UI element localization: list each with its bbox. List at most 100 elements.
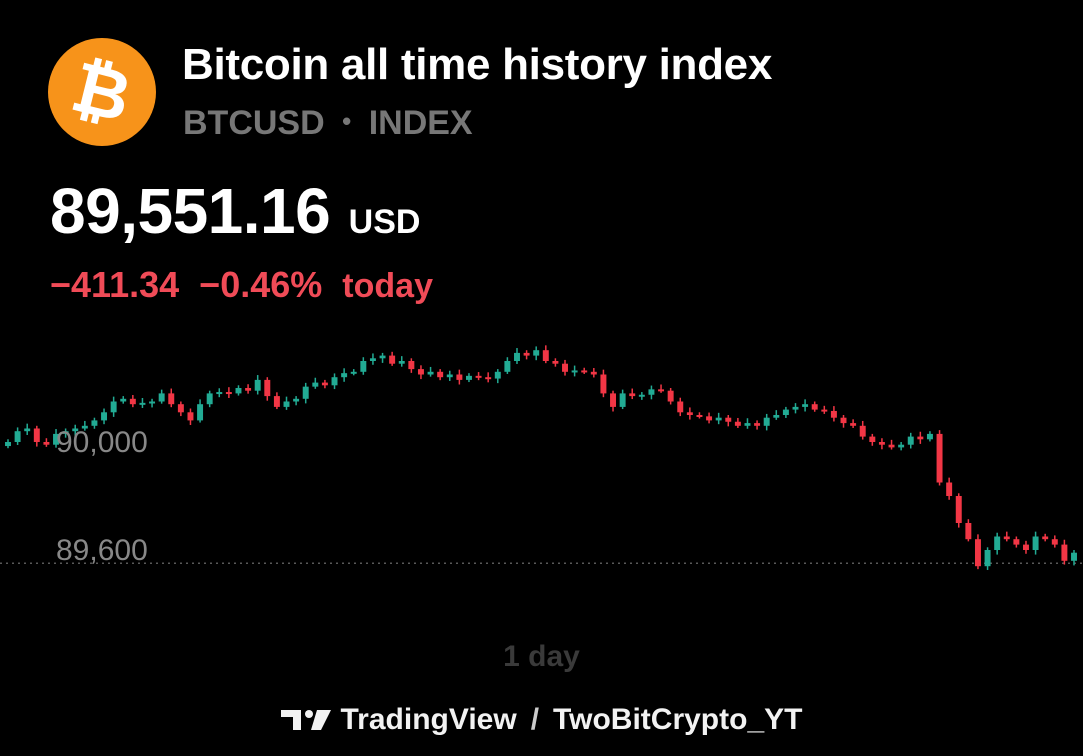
candle[interactable] xyxy=(475,372,482,381)
candle[interactable] xyxy=(302,382,309,404)
candle[interactable] xyxy=(91,417,98,429)
candle[interactable] xyxy=(974,534,981,570)
candle[interactable] xyxy=(369,353,376,365)
candle[interactable] xyxy=(379,352,386,363)
candle[interactable] xyxy=(1023,540,1029,554)
candle[interactable] xyxy=(1042,533,1049,542)
candle[interactable] xyxy=(273,392,280,410)
candle[interactable] xyxy=(101,408,108,425)
candle[interactable] xyxy=(984,547,991,570)
candle[interactable] xyxy=(494,369,501,384)
candle[interactable] xyxy=(888,439,895,450)
candle[interactable] xyxy=(792,403,799,414)
candle[interactable] xyxy=(168,388,175,408)
candle[interactable] xyxy=(830,406,837,422)
candle[interactable] xyxy=(53,429,59,448)
candle[interactable] xyxy=(14,427,21,445)
candle[interactable] xyxy=(43,438,50,447)
candle[interactable] xyxy=(254,375,261,395)
candle[interactable] xyxy=(293,396,300,406)
candle[interactable] xyxy=(562,359,568,376)
candle[interactable] xyxy=(648,385,655,400)
candle[interactable] xyxy=(850,419,857,428)
candle[interactable] xyxy=(773,410,780,420)
candle[interactable] xyxy=(658,384,665,393)
candle[interactable] xyxy=(504,357,511,374)
candle[interactable] xyxy=(677,397,684,417)
candle[interactable] xyxy=(321,379,328,389)
candle[interactable] xyxy=(1051,535,1058,548)
candle[interactable] xyxy=(177,401,184,417)
candle[interactable] xyxy=(936,430,943,486)
candle[interactable] xyxy=(341,368,348,382)
candle[interactable] xyxy=(216,388,223,398)
candle[interactable] xyxy=(81,420,88,431)
candle[interactable] xyxy=(638,392,645,400)
candle[interactable] xyxy=(1003,531,1010,542)
candle[interactable] xyxy=(994,532,1001,555)
candle[interactable] xyxy=(715,412,722,425)
candle[interactable] xyxy=(706,412,713,424)
candle[interactable] xyxy=(437,369,444,381)
candle[interactable] xyxy=(1032,531,1039,555)
candle[interactable] xyxy=(955,493,962,528)
candle[interactable] xyxy=(840,415,847,428)
candle[interactable] xyxy=(245,384,252,394)
candle[interactable] xyxy=(898,442,905,451)
candle[interactable] xyxy=(926,431,933,442)
candle[interactable] xyxy=(33,425,40,447)
candle[interactable] xyxy=(408,358,415,373)
candle[interactable] xyxy=(5,439,11,449)
candle[interactable] xyxy=(72,424,79,436)
candle[interactable] xyxy=(821,405,828,414)
candle[interactable] xyxy=(859,420,866,440)
candle[interactable] xyxy=(456,369,463,385)
candle[interactable] xyxy=(417,365,424,380)
candle[interactable] xyxy=(869,433,876,446)
candle[interactable] xyxy=(110,396,117,417)
candle[interactable] xyxy=(187,408,194,425)
candle[interactable] xyxy=(946,477,953,500)
candle[interactable] xyxy=(696,412,703,419)
candle[interactable] xyxy=(264,377,271,401)
candle[interactable] xyxy=(965,519,972,542)
candle[interactable] xyxy=(802,399,809,412)
timeframe-label[interactable]: 1 day xyxy=(503,640,580,673)
candle[interactable] xyxy=(398,356,405,367)
candle[interactable] xyxy=(725,415,732,427)
candle[interactable] xyxy=(811,401,818,412)
candle[interactable] xyxy=(907,432,914,449)
candle[interactable] xyxy=(129,395,136,408)
candle[interactable] xyxy=(763,413,770,431)
candle[interactable] xyxy=(917,431,924,444)
candle[interactable] xyxy=(523,350,530,360)
candle[interactable] xyxy=(312,377,319,389)
candle[interactable] xyxy=(514,348,520,364)
candle[interactable] xyxy=(427,366,434,377)
candle[interactable] xyxy=(197,399,204,423)
candle[interactable] xyxy=(1061,539,1068,565)
candle[interactable] xyxy=(1013,536,1020,548)
candle[interactable] xyxy=(1071,550,1077,566)
candle[interactable] xyxy=(581,367,588,374)
candle[interactable] xyxy=(283,396,290,410)
candle[interactable] xyxy=(686,407,693,420)
candle[interactable] xyxy=(331,373,338,390)
candle[interactable] xyxy=(533,346,540,361)
candle[interactable] xyxy=(782,406,789,418)
candle[interactable] xyxy=(350,369,357,376)
candle[interactable] xyxy=(600,369,607,398)
candle[interactable] xyxy=(24,423,31,435)
candle[interactable] xyxy=(667,388,674,405)
candle[interactable] xyxy=(571,365,578,377)
candle[interactable] xyxy=(619,389,626,410)
candle[interactable] xyxy=(206,390,213,408)
candle[interactable] xyxy=(734,417,741,428)
candle[interactable] xyxy=(754,420,761,430)
candle[interactable] xyxy=(389,351,396,366)
candle[interactable] xyxy=(744,418,751,429)
candle[interactable] xyxy=(629,388,636,400)
candle[interactable] xyxy=(485,372,492,383)
candle[interactable] xyxy=(225,387,232,398)
